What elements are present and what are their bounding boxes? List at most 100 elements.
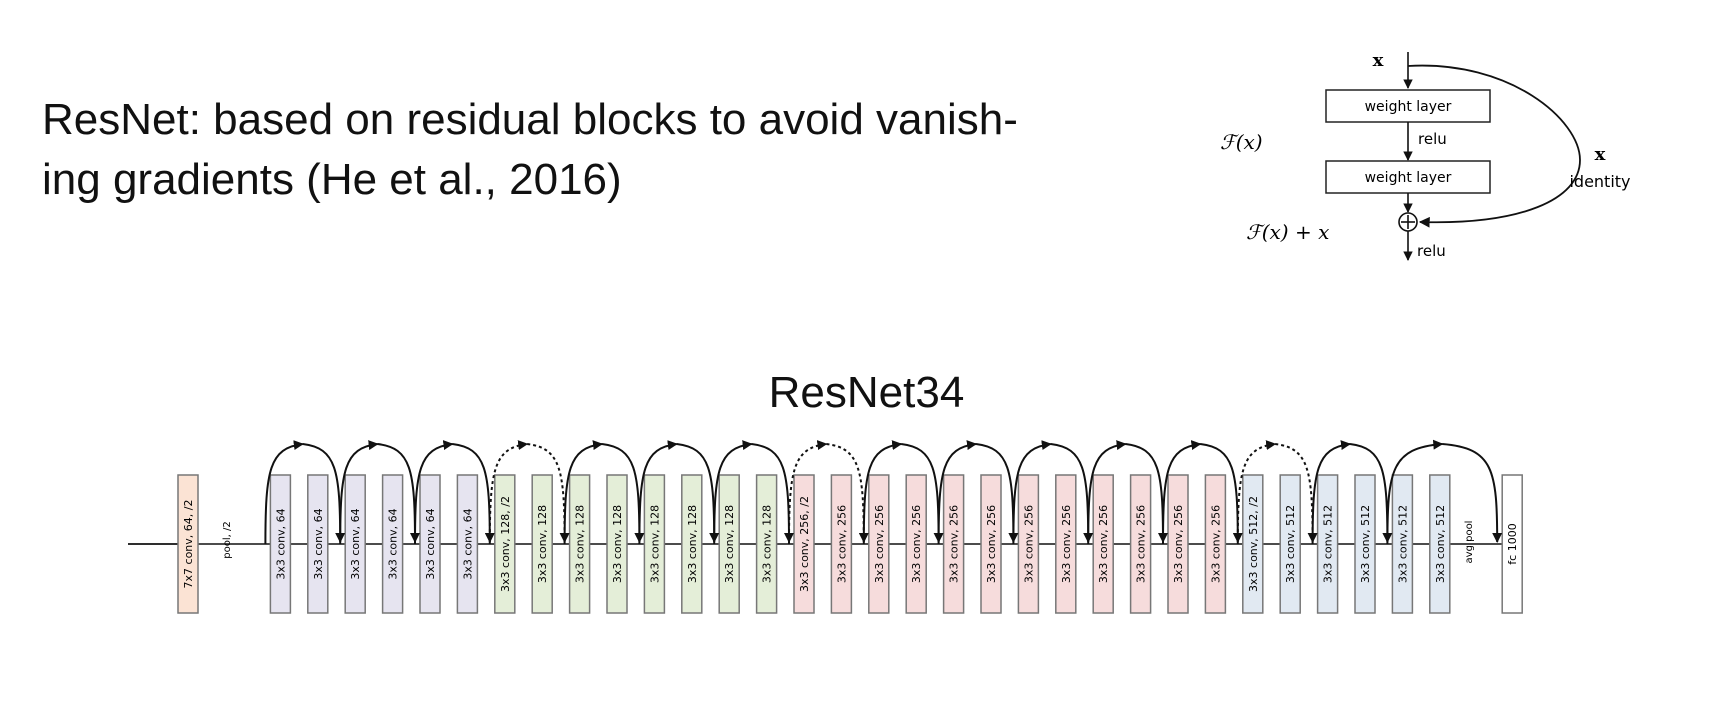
layer-box-21 xyxy=(1017,474,1040,614)
skip-connection-up-0 xyxy=(264,440,304,545)
skip-connection-up-7 xyxy=(788,440,828,545)
layer-box-14 xyxy=(755,474,778,614)
layer-box-6 xyxy=(456,474,479,614)
layer-box-0 xyxy=(177,474,199,614)
skip-connection-up-4 xyxy=(563,440,603,545)
identity-label: identity xyxy=(1569,172,1630,191)
layer-label-22: 3x3 conv, 256 xyxy=(1060,505,1073,583)
layer-box-28 xyxy=(1279,474,1301,614)
layer-label-4: 3x3 conv, 64 xyxy=(387,508,400,579)
skip-connection-up-2 xyxy=(414,440,454,545)
layer-label-21: 3x3 conv, 256 xyxy=(1022,505,1035,583)
layer-box-7 xyxy=(494,474,516,614)
headline-line-1: ResNet: based on residual blocks to avoi… xyxy=(42,95,1018,144)
skip-connection-down-6 xyxy=(751,443,794,543)
layer-label-0: 7x7 conv, 64, /2 xyxy=(182,500,195,589)
layer-label-32: 3x3 conv, 512 xyxy=(1434,505,1447,583)
layer-box-25 xyxy=(1167,474,1189,614)
layer-label-24: 3x3 conv, 256 xyxy=(1135,505,1148,583)
skip-connection-up-3 xyxy=(488,440,529,545)
layer-box-16 xyxy=(830,474,853,614)
layer-label-2: 3x3 conv, 64 xyxy=(312,508,325,579)
layer-box-9 xyxy=(568,474,591,614)
layer-box-23 xyxy=(1092,474,1114,614)
layer-box-1 xyxy=(269,474,292,614)
layer-box-24 xyxy=(1129,474,1152,614)
layer-box-29 xyxy=(1316,474,1339,614)
layer-label-14: 3x3 conv, 128 xyxy=(761,505,774,583)
layer-box-18 xyxy=(905,474,927,614)
layer-label-29: 3x3 conv, 512 xyxy=(1322,505,1335,583)
relu-2-label: relu xyxy=(1417,242,1446,260)
skip-connection-up-11 xyxy=(1087,440,1127,545)
layer-box-31 xyxy=(1391,474,1414,614)
layer-box-19 xyxy=(942,474,965,614)
layer-box-26 xyxy=(1204,474,1227,614)
shortcut-x-label: x xyxy=(1595,144,1606,165)
resnet34-architecture: 7x7 conv, 64, /2 3x3 conv, 64 3x3 conv, 64… xyxy=(128,439,1523,614)
residual-block-diagram: x weight layer relu weight layer ℱ(x) ℱ(… xyxy=(1220,50,1631,261)
layer-label-33: fc 1000 xyxy=(1506,523,1519,564)
layer-box-32 xyxy=(1429,474,1451,614)
layer-box-2 xyxy=(307,474,329,614)
layer-box-15 xyxy=(793,474,815,614)
layer-label-16: 3x3 conv, 256 xyxy=(835,505,848,583)
skip-connection-up-9 xyxy=(937,440,977,545)
input-x-label: x xyxy=(1373,50,1384,71)
fx-plus-x-label: ℱ(x) + x xyxy=(1246,220,1329,244)
layer-label-1: 3x3 conv, 64 xyxy=(274,508,287,579)
layer-label-26: 3x3 conv, 256 xyxy=(1209,505,1222,583)
layer-box-27 xyxy=(1242,474,1264,614)
layer-box-30 xyxy=(1354,474,1376,614)
skip-connection-down-12 xyxy=(1200,443,1243,543)
layer-box-22 xyxy=(1055,474,1077,614)
layer-box-33 xyxy=(1501,474,1523,614)
layer-box-13 xyxy=(718,474,740,614)
skip-connection-up-13 xyxy=(1236,440,1277,545)
layer-label-19: 3x3 conv, 256 xyxy=(948,505,961,583)
headline-line-2: ing gradients (He et al., 2016) xyxy=(42,155,622,204)
layer-label-8: 3x3 conv, 128 xyxy=(536,505,549,583)
layer-label-6: 3x3 conv, 64 xyxy=(461,508,474,579)
layer-label-23: 3x3 conv, 256 xyxy=(1097,505,1110,583)
skip-connection-up-12 xyxy=(1162,440,1202,545)
layer-label-30: 3x3 conv, 512 xyxy=(1359,505,1372,583)
skip-connection-down-2 xyxy=(452,443,495,543)
skip-connection-up-5 xyxy=(638,440,678,545)
skip-connection-up-1 xyxy=(339,440,379,545)
layer-box-17 xyxy=(868,474,890,614)
skip-connection-up-6 xyxy=(713,440,753,545)
layer-box-10 xyxy=(606,474,628,614)
sum-node-icon xyxy=(1398,212,1418,232)
relu-1-label: relu xyxy=(1418,130,1447,148)
layer-label-13: 3x3 conv, 128 xyxy=(723,505,736,583)
weight-layer-1-label: weight layer xyxy=(1365,99,1452,115)
layer-label-10: 3x3 conv, 128 xyxy=(611,505,624,583)
network-title: ResNet34 xyxy=(768,368,965,417)
slide-headline: ResNet: based on residual blocks to avoi… xyxy=(42,90,1142,210)
identity-shortcut-arrow xyxy=(1407,64,1581,228)
layer-label-3: 3x3 conv, 64 xyxy=(349,508,362,579)
layer-box-5 xyxy=(419,474,441,614)
layer-box-11 xyxy=(643,474,666,614)
layer-label-7: 3x3 conv, 128, /2 xyxy=(499,496,512,592)
layer-label-17: 3x3 conv, 256 xyxy=(873,505,886,583)
skip-connection-up-14 xyxy=(1311,440,1351,545)
fx-label: ℱ(x) xyxy=(1220,130,1263,154)
layer-label-11: 3x3 conv, 128 xyxy=(648,505,661,583)
layer-label-5: 3x3 conv, 64 xyxy=(424,508,437,579)
skip-connection-up-15 xyxy=(1386,439,1444,545)
layer-box-12 xyxy=(681,474,703,614)
layer-label-18: 3x3 conv, 256 xyxy=(910,505,923,583)
layer-label-25: 3x3 conv, 256 xyxy=(1172,505,1185,583)
skip-connection-up-10 xyxy=(1012,440,1052,545)
weight-layer-2-box xyxy=(1325,160,1491,194)
layer-box-3 xyxy=(344,474,366,614)
skip-connection-down-15 xyxy=(1442,443,1503,543)
weight-layer-2-label: weight layer xyxy=(1365,170,1452,186)
layer-box-8 xyxy=(531,474,553,614)
layer-label-20: 3x3 conv, 256 xyxy=(985,505,998,583)
layer-label-15: 3x3 conv, 256, /2 xyxy=(798,496,811,592)
layer-label-27: 3x3 conv, 512, /2 xyxy=(1247,496,1260,592)
